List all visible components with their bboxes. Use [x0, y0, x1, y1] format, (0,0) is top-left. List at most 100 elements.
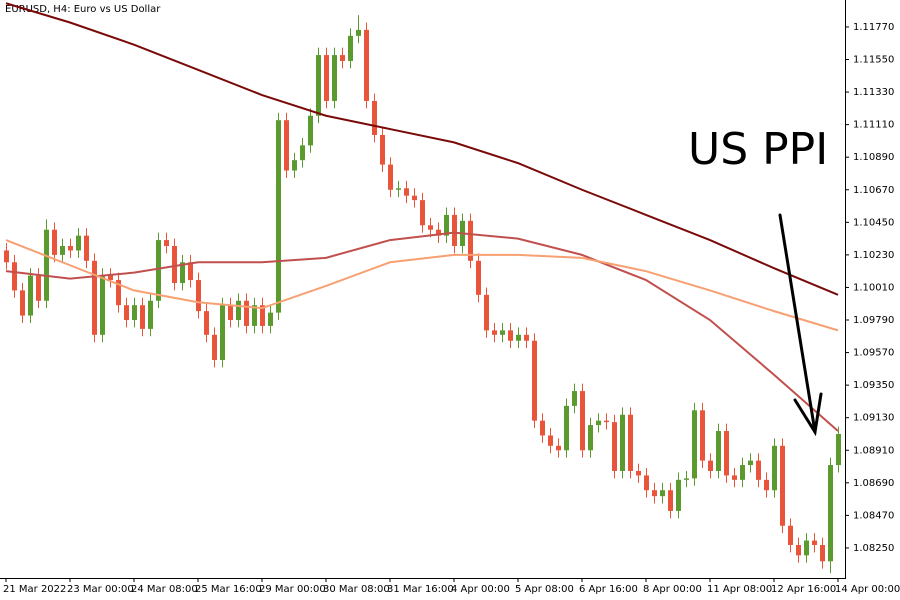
candle-body [332, 55, 337, 101]
candle-body [612, 422, 617, 471]
candle-body [324, 55, 329, 101]
candle-body [220, 305, 225, 360]
candle-body [268, 312, 273, 326]
candle-body [420, 200, 425, 226]
candle-body [284, 120, 289, 171]
candle-body [340, 55, 345, 61]
candle-body [84, 235, 89, 261]
candle-body [772, 445, 777, 491]
candle-body [228, 305, 233, 321]
candle-body [212, 334, 217, 360]
candle-body [732, 475, 737, 480]
x-tick-label: 6 Apr 16:00 [579, 584, 638, 595]
candle-body [188, 262, 193, 281]
candle-body [396, 188, 401, 190]
y-tick-label: 1.11770 [853, 22, 894, 33]
candle-body [36, 275, 41, 301]
candle-body [300, 145, 305, 161]
candle-body [524, 334, 529, 341]
candle-body [596, 420, 601, 426]
x-tick-label: 8 Apr 00:00 [643, 584, 702, 595]
candle-body [44, 229, 49, 301]
candle-body [60, 246, 65, 255]
candle-body [788, 525, 793, 545]
candle-body [660, 490, 665, 497]
candle-body [116, 280, 121, 306]
candle-body [668, 490, 673, 511]
candle-body [484, 294, 489, 331]
candle-body [12, 262, 17, 291]
y-tick-label: 1.11330 [853, 87, 894, 98]
y-tick-label: 1.09350 [853, 380, 894, 391]
candle-body [756, 460, 761, 480]
candle-body [684, 478, 689, 480]
candle-body [836, 433, 841, 466]
candle-body [604, 420, 609, 423]
candle-body [372, 100, 377, 135]
candle-body [548, 435, 553, 446]
y-tick-label: 1.10450 [853, 217, 894, 228]
candle-body [516, 334, 521, 341]
candle-body [748, 460, 753, 466]
candle-body [740, 465, 745, 480]
candle-body [76, 235, 81, 251]
y-tick-label: 1.11110 [853, 120, 894, 131]
candle-body [692, 410, 697, 479]
candle-body [308, 115, 313, 146]
candle-body [812, 540, 817, 545]
x-tick-label: 5 Apr 08:00 [515, 584, 574, 595]
y-tick-label: 1.08470 [853, 510, 894, 521]
candle-body [708, 460, 713, 471]
candle-body [508, 330, 513, 341]
candle-body [764, 479, 769, 491]
candle-body [4, 250, 9, 263]
y-tick-label: 1.10670 [853, 185, 894, 196]
candle-body [404, 188, 409, 196]
candle-body [636, 470, 641, 476]
candle-body [92, 260, 97, 335]
annotation: US PPI [688, 124, 828, 175]
candle-body [20, 290, 25, 316]
candle-body [68, 246, 73, 251]
candle-body [412, 195, 417, 201]
candle-body [444, 214, 449, 236]
y-tick-label: 1.11550 [853, 55, 894, 66]
candle-body [124, 305, 129, 321]
candle-body [356, 29, 361, 36]
candle-body [500, 330, 505, 335]
y-tick-label: 1.10230 [853, 250, 894, 261]
y-tick-label: 1.09790 [853, 315, 894, 326]
candle-body [428, 225, 433, 230]
candle-body [276, 120, 281, 313]
candle-body [380, 134, 385, 165]
moving-average [5, 2, 839, 296]
candle-body [260, 305, 265, 326]
candle-body [252, 305, 257, 326]
candle-body [196, 280, 201, 312]
candle-body [556, 445, 561, 451]
candle-body [492, 330, 497, 335]
candle-body [644, 475, 649, 491]
x-tick-label: 4 Apr 00:00 [451, 584, 510, 595]
y-tick-label: 1.08910 [853, 445, 894, 456]
candle-body [804, 540, 809, 556]
x-tick-label: 24 Mar 08:00 [131, 584, 198, 595]
candle-body [580, 391, 585, 451]
candle-body [620, 414, 625, 471]
candle-body [700, 410, 705, 461]
candle-body [676, 479, 681, 511]
candle-body [628, 414, 633, 471]
moving-average [5, 239, 839, 332]
candle-body [348, 35, 353, 61]
candle-body [316, 55, 321, 116]
candle-body [796, 544, 801, 556]
candle-body [164, 240, 169, 247]
y-tick-label: 1.09570 [853, 348, 894, 359]
candle-body [204, 311, 209, 335]
candle-body [52, 229, 57, 255]
candle-body [652, 490, 657, 497]
y-tick-label: 1.09130 [853, 413, 894, 424]
candle-body [364, 29, 369, 101]
candle-body [156, 240, 161, 301]
candle-body [244, 300, 249, 326]
